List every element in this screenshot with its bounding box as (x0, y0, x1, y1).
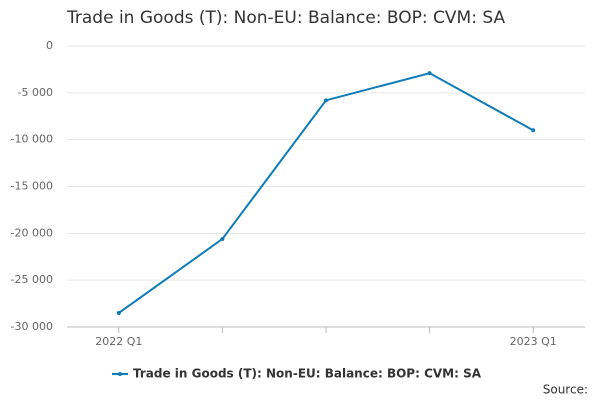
point (220, 236, 225, 241)
point (324, 98, 328, 103)
y-tick-label: -15 000 (11, 180, 53, 193)
source: Source: (543, 383, 588, 397)
y-tick-label: -10 000 (11, 133, 53, 146)
point (531, 128, 536, 133)
y-tick-label: -20 000 (11, 226, 53, 239)
y-tick-label: -5 000 (18, 86, 53, 99)
legend-label: Trade in Goods (T): Non-EU: Balance: BOP… (133, 367, 482, 381)
point (116, 310, 121, 315)
x-tick-label: 2022 Q1 (95, 335, 142, 348)
legend-marker (118, 372, 122, 376)
x-tick-label: 2023 Q1 (510, 335, 557, 348)
chart-title: Trade in Goods (T): Non-EU: Balance: BOP… (66, 8, 505, 28)
y-tick-label: -30 000 (11, 320, 53, 333)
y-tick-label: -25 000 (11, 273, 53, 286)
line (118, 72, 534, 314)
point (427, 71, 432, 76)
y-tick-label: 0 (46, 39, 53, 52)
